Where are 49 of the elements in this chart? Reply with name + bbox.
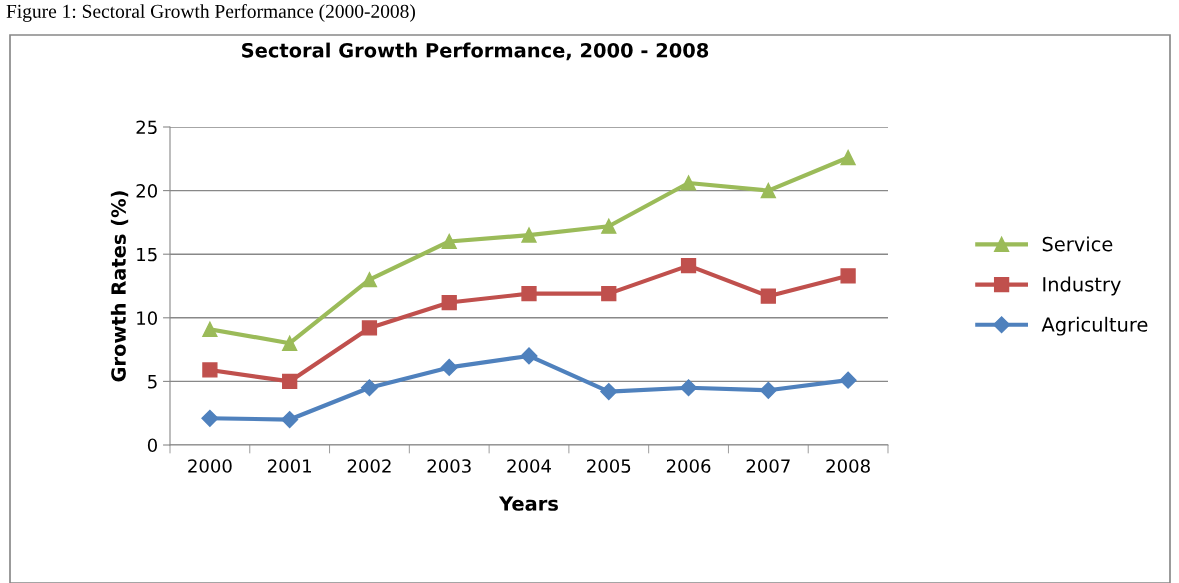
point (202, 362, 218, 378)
point (440, 358, 458, 376)
x-tick-label: 2004 (507, 459, 551, 473)
point (361, 272, 378, 288)
point (520, 347, 538, 365)
point (680, 175, 697, 191)
point (759, 381, 777, 399)
x-tick-label: 2002 (347, 459, 391, 473)
point (281, 411, 299, 429)
point (680, 379, 698, 397)
y-tick-label: 0 (147, 438, 157, 453)
y-tick-label: 10 (137, 311, 157, 325)
point (201, 409, 219, 427)
point (521, 285, 537, 302)
point (760, 288, 776, 304)
y-tick-label: 20 (136, 184, 157, 198)
y-tick-label: 15 (137, 247, 157, 262)
x-tick-label: 2008 (826, 459, 870, 473)
point (839, 371, 857, 389)
point (840, 268, 856, 284)
point (282, 373, 298, 390)
point (601, 218, 617, 234)
point (282, 335, 298, 351)
legend-label: Agriculture (1041, 316, 1148, 336)
point (441, 233, 457, 250)
y-axis-title: Growth Rates (%) (110, 191, 129, 382)
point (760, 182, 776, 199)
x-tick-label: 2003 (427, 459, 471, 473)
point (840, 149, 856, 166)
y-tick-label: 25 (136, 120, 157, 135)
y-tick-label: 5 (148, 375, 157, 389)
point (521, 227, 537, 243)
x-tick-label: 2007 (746, 459, 790, 473)
x-tick-label: 2006 (666, 459, 711, 473)
x-tick-label: 2000 (188, 459, 232, 473)
legend-label: Industry (1043, 276, 1121, 296)
legend-label: Service (1042, 236, 1113, 252)
chart-title: Sectoral Growth Performance, 2000 - 2008 (242, 42, 709, 61)
point (680, 258, 697, 274)
caption: Figure 1: Sectoral Growth Performance (2000-2008) (6, 4, 415, 22)
x-tick-label: 2005 (587, 459, 631, 473)
x-tick-label: 2001 (268, 459, 311, 473)
x-axis-title: Years (498, 496, 558, 511)
point (441, 294, 457, 311)
point (361, 320, 378, 336)
point (600, 383, 618, 401)
point (601, 285, 617, 302)
point (202, 321, 218, 337)
point (360, 379, 378, 397)
